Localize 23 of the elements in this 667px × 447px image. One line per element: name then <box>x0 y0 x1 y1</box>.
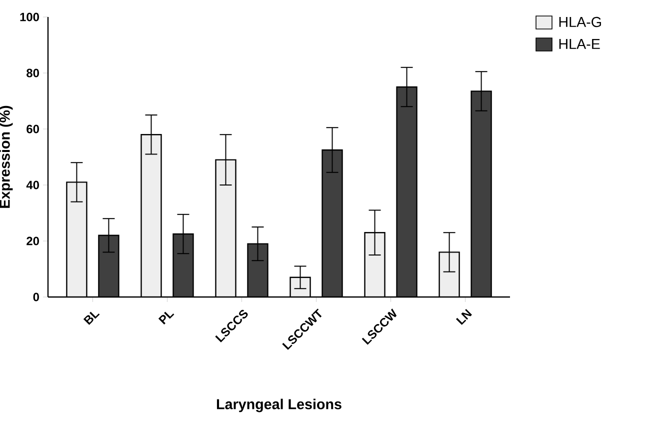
y-tick-label: 0 <box>33 292 39 302</box>
y-tick-label: 80 <box>26 68 39 78</box>
bar <box>173 234 194 297</box>
bar <box>322 150 342 297</box>
bar <box>248 244 268 297</box>
legend-label: HLA-E <box>559 39 600 49</box>
bar <box>216 160 236 297</box>
y-tick-label: 40 <box>26 180 39 190</box>
x-tick-label: LN <box>456 308 472 325</box>
bar <box>364 232 385 297</box>
y-tick-label: 100 <box>20 12 39 22</box>
x-tick-label: BL <box>83 312 100 325</box>
y-tick-label: 60 <box>26 124 39 134</box>
bar <box>141 134 162 297</box>
bar <box>66 182 87 297</box>
bar <box>470 90 492 297</box>
legend-label: HLA-G <box>559 16 601 28</box>
x-tick-label: PL <box>158 312 174 324</box>
y-tick-label: 20 <box>26 236 39 246</box>
bar <box>396 86 417 297</box>
x-axis-title: Laryngeal Lesions <box>216 398 342 412</box>
bar <box>438 252 460 297</box>
bar <box>98 235 119 297</box>
